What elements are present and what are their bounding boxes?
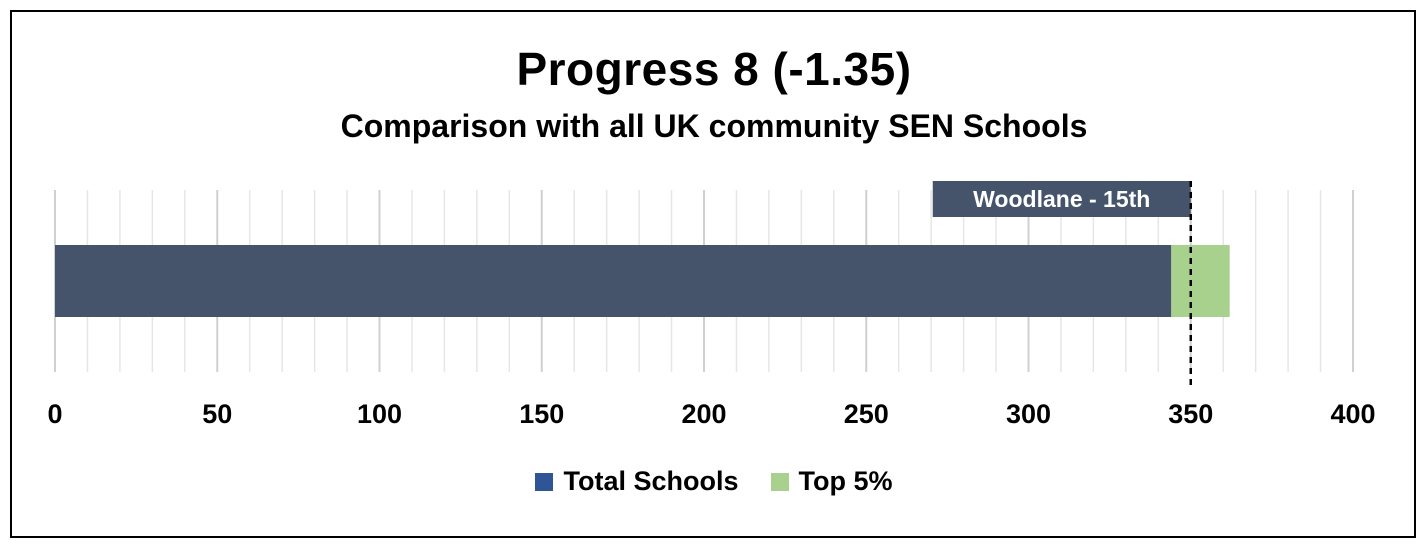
x-tick-label: 350 — [1168, 399, 1213, 429]
bar-segment-top-5-percent — [1171, 245, 1230, 317]
x-tick-label: 150 — [519, 399, 564, 429]
chart-legend: Total Schools Top 5% — [0, 466, 1428, 497]
x-tick-label: 0 — [47, 399, 62, 429]
bar-segment-total-schools — [55, 245, 1172, 317]
chart-title: Progress 8 (-1.35) — [516, 43, 912, 95]
chart-subtitle: Comparison with all UK community SEN Sch… — [340, 108, 1088, 144]
x-tick-label: 300 — [1006, 399, 1051, 429]
x-tick-label: 50 — [202, 399, 232, 429]
legend-swatch-top-5-percent — [770, 472, 789, 491]
x-tick-label: 250 — [844, 399, 889, 429]
legend-swatch-total-schools — [535, 472, 554, 491]
legend-item-top-5-percent: Top 5% — [770, 466, 893, 497]
annotation-label-text: Woodlane - 15th — [973, 186, 1150, 212]
legend-label-top-5-percent: Top 5% — [798, 466, 893, 496]
legend-item-total-schools: Total Schools — [535, 466, 739, 497]
x-tick-label: 200 — [681, 399, 726, 429]
annotation-label-box — [932, 181, 1191, 217]
x-tick-label: 100 — [357, 399, 402, 429]
legend-label-total-schools: Total Schools — [563, 466, 739, 496]
x-tick-label: 400 — [1330, 399, 1375, 429]
